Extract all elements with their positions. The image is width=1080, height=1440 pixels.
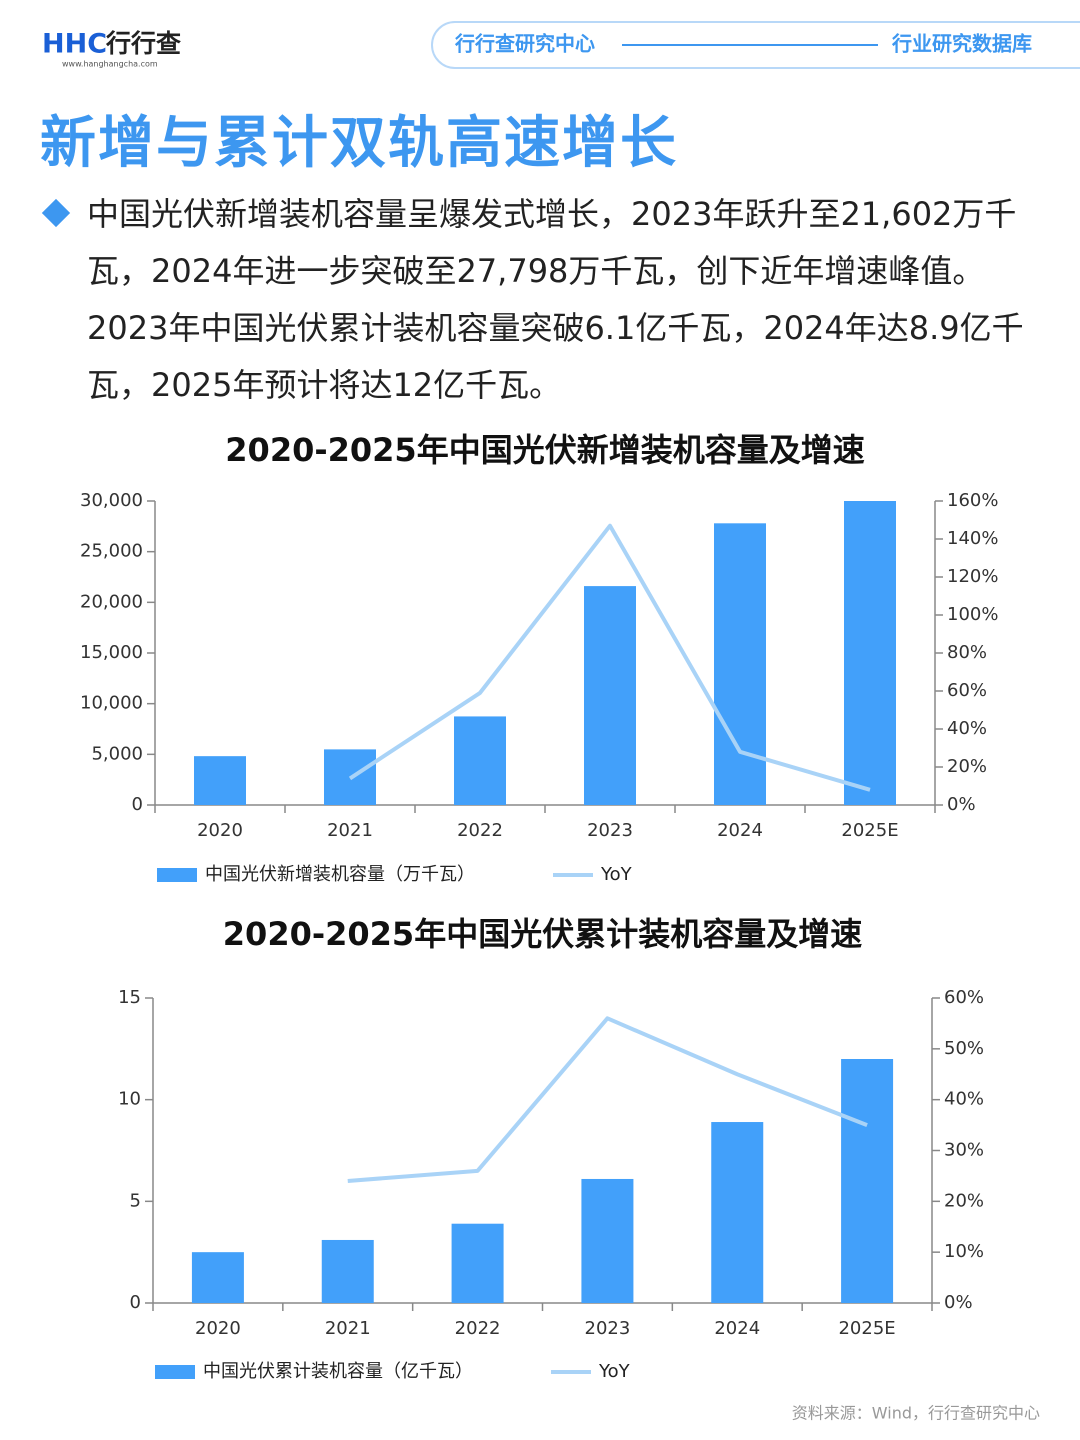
bar: [844, 501, 896, 805]
legend-label: 中国光伏累计装机容量（亿千瓦）: [203, 1361, 473, 1382]
x-tick-label: 2021: [327, 820, 373, 841]
legend-label: YoY: [600, 864, 633, 885]
x-tick-label: 2024: [717, 820, 763, 841]
y2-tick-label: 0%: [947, 794, 976, 815]
y2-tick-label: 20%: [944, 1190, 984, 1211]
bar: [451, 1223, 504, 1303]
y2-tick-label: 140%: [947, 528, 998, 549]
y2-tick-label: 40%: [944, 1089, 984, 1110]
y2-tick-label: 80%: [947, 642, 987, 663]
legend-label: 中国光伏新增装机容量（万千瓦）: [205, 864, 475, 885]
y2-tick-label: 40%: [947, 718, 987, 739]
y-tick-label: 5: [130, 1190, 141, 1211]
bar: [711, 1122, 764, 1303]
legend-swatch: [157, 868, 197, 882]
y2-tick-label: 60%: [947, 680, 987, 701]
y-tick-label: 10,000: [80, 693, 143, 714]
x-tick-label: 2020: [195, 1318, 241, 1339]
x-tick-label: 2023: [585, 1318, 631, 1339]
logo-url: www.hanghangcha.com: [62, 60, 158, 69]
y-tick-label: 5,000: [91, 743, 143, 764]
x-tick-label: 2022: [455, 1318, 501, 1339]
y2-tick-label: 60%: [944, 987, 984, 1008]
x-tick-label: 2025E: [838, 1318, 895, 1339]
tab-left: 行行查研究中心: [454, 32, 595, 56]
chart-title: 2020-2025年中国光伏累计装机容量及增速: [223, 915, 862, 953]
x-tick-label: 2020: [197, 820, 243, 841]
bar: [454, 716, 506, 805]
y-tick-label: 30,000: [80, 490, 143, 511]
y2-tick-label: 120%: [947, 566, 998, 587]
x-tick-label: 2025E: [841, 820, 898, 841]
bar: [584, 586, 636, 805]
x-tick-label: 2022: [457, 820, 503, 841]
bar: [841, 1059, 894, 1303]
y2-tick-label: 10%: [944, 1241, 984, 1262]
x-tick-label: 2024: [714, 1318, 760, 1339]
y2-tick-label: 100%: [947, 604, 998, 625]
logo-mark: HHC: [42, 29, 107, 60]
bar: [191, 1252, 244, 1303]
line: [347, 1016, 868, 1183]
x-tick-label: 2021: [325, 1318, 371, 1339]
x-tick-label: 2023: [587, 820, 633, 841]
y-tick-label: 10: [118, 1089, 141, 1110]
paragraph: 中国光伏新增装机容量呈爆发式增长，2023年跃升至21,602万千瓦，2024年…: [87, 195, 1024, 404]
source: 资料来源：Wind，行行查研究中心: [792, 1404, 1040, 1423]
legend-label: YoY: [598, 1361, 631, 1382]
y2-tick-label: 20%: [947, 756, 987, 777]
bar: [581, 1178, 634, 1303]
line: [348, 523, 871, 792]
y-tick-label: 15,000: [80, 642, 143, 663]
y-tick-label: 25,000: [80, 541, 143, 562]
y2-tick-label: 0%: [944, 1292, 973, 1313]
logo-brand: 行行查: [105, 29, 181, 58]
y-tick-label: 20,000: [80, 591, 143, 612]
y-tick-label: 0: [132, 794, 143, 815]
y2-tick-label: 50%: [944, 1038, 984, 1059]
legend-swatch: [155, 1365, 195, 1379]
y2-tick-label: 30%: [944, 1140, 984, 1161]
bar: [321, 1239, 374, 1303]
bar: [714, 523, 766, 805]
tab-right: 行业研究数据库: [891, 32, 1032, 56]
y-tick-label: 0: [130, 1292, 141, 1313]
page-title: 新增与累计双轨高速增长: [40, 111, 678, 176]
bar: [194, 756, 246, 805]
chart-title: 2020-2025年中国光伏新增装机容量及增速: [225, 431, 864, 469]
y2-tick-label: 160%: [947, 490, 998, 511]
y-tick-label: 15: [118, 987, 141, 1008]
